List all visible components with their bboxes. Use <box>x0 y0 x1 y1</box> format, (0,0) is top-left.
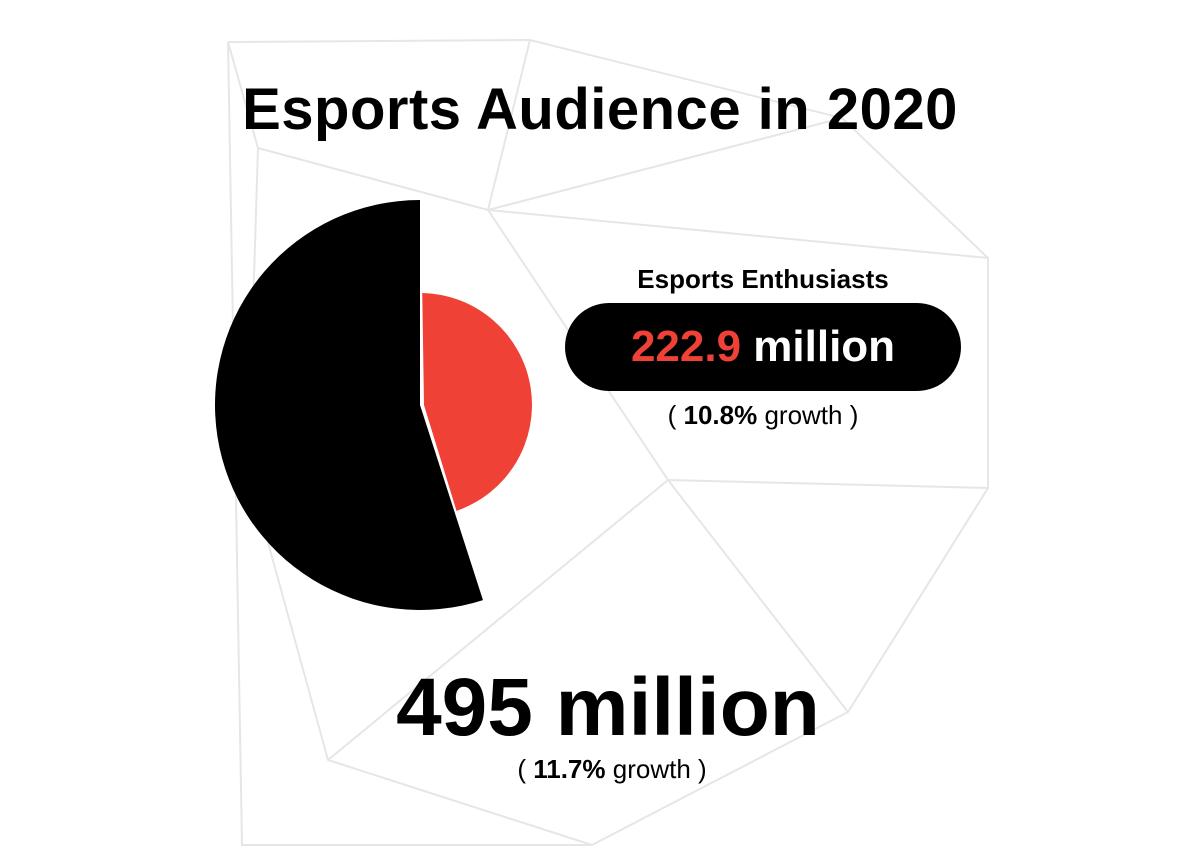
slice-growth: ( 10.8% growth ) <box>667 400 859 430</box>
total-growth-value: 11.7% <box>533 754 606 784</box>
slice-value-pill: 222.9 million <box>565 303 961 391</box>
slice-value: 222.9 <box>630 322 742 371</box>
chart-title: Esports Audience in 2020 <box>242 77 958 142</box>
total-growth-word: growth <box>612 754 691 784</box>
slice-label: Esports Enthusiasts <box>637 264 889 294</box>
total-audience-value: 495 million <box>396 662 820 753</box>
pie-slice-2 <box>215 200 483 610</box>
slice-growth-word: growth <box>764 400 843 430</box>
slice-unit: million <box>753 322 896 371</box>
pie-slice-1 <box>422 293 532 511</box>
total-growth: ( 11.7% growth ) <box>517 754 707 784</box>
slice-growth-value: 10.8% <box>683 400 758 430</box>
